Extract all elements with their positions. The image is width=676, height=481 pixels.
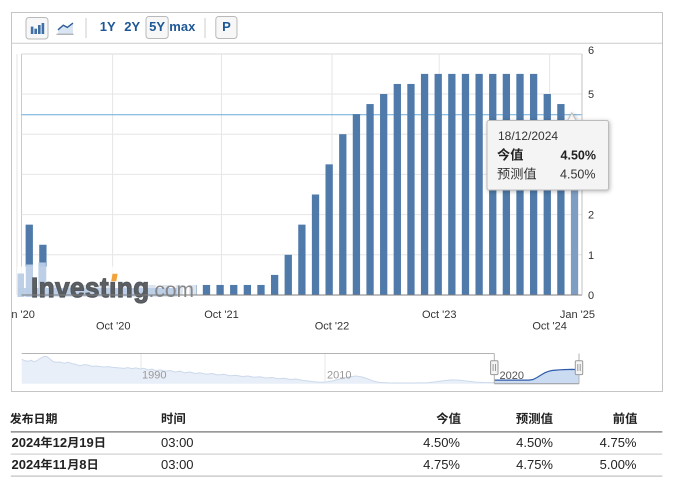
svg-text:.com: .com (149, 279, 195, 302)
svg-text:4.75%: 4.75% (516, 457, 553, 472)
svg-text:Oct '20: Oct '20 (96, 321, 131, 333)
svg-text:0: 0 (588, 290, 594, 302)
svg-text:4.75%: 4.75% (423, 457, 460, 472)
svg-text:2: 2 (588, 210, 594, 222)
svg-text:Jan '20: Jan '20 (0, 309, 35, 321)
svg-text:Oct '24: Oct '24 (532, 321, 567, 333)
svg-text:P: P (222, 19, 231, 34)
svg-text:max: max (169, 19, 196, 34)
svg-text:5: 5 (588, 89, 594, 101)
svg-text:5.00%: 5.00% (600, 457, 637, 472)
svg-text:03:00: 03:00 (161, 435, 194, 450)
svg-text:18/12/2024: 18/12/2024 (498, 129, 558, 143)
svg-text:03:00: 03:00 (161, 457, 194, 472)
svg-text:5Y: 5Y (149, 19, 165, 34)
svg-text:1Y: 1Y (100, 19, 116, 34)
svg-text:4.75%: 4.75% (600, 435, 637, 450)
svg-text:2010: 2010 (327, 370, 351, 382)
svg-text:Oct '22: Oct '22 (315, 321, 350, 333)
svg-text:4.50%: 4.50% (423, 435, 460, 450)
svg-text:2024: 2024 (12, 457, 42, 472)
svg-text:1990: 1990 (142, 370, 166, 382)
svg-text:2024: 2024 (12, 435, 42, 450)
svg-text:4.50%: 4.50% (560, 168, 595, 182)
svg-text:Jan '25: Jan '25 (560, 309, 595, 321)
svg-text:Oct '23: Oct '23 (422, 309, 457, 321)
svg-text:19: 19 (79, 435, 93, 450)
svg-text:1: 1 (588, 250, 594, 262)
svg-text:8: 8 (79, 457, 86, 472)
svg-text:Investıng: Investıng (31, 272, 150, 303)
svg-text:6: 6 (588, 45, 594, 57)
svg-text:11: 11 (53, 457, 67, 472)
svg-text:12: 12 (53, 435, 67, 450)
svg-text:4.50%: 4.50% (561, 149, 596, 163)
svg-text:Oct '21: Oct '21 (204, 309, 239, 321)
svg-text:2020: 2020 (500, 370, 524, 382)
svg-text:4.50%: 4.50% (516, 435, 553, 450)
svg-text:2Y: 2Y (124, 19, 140, 34)
